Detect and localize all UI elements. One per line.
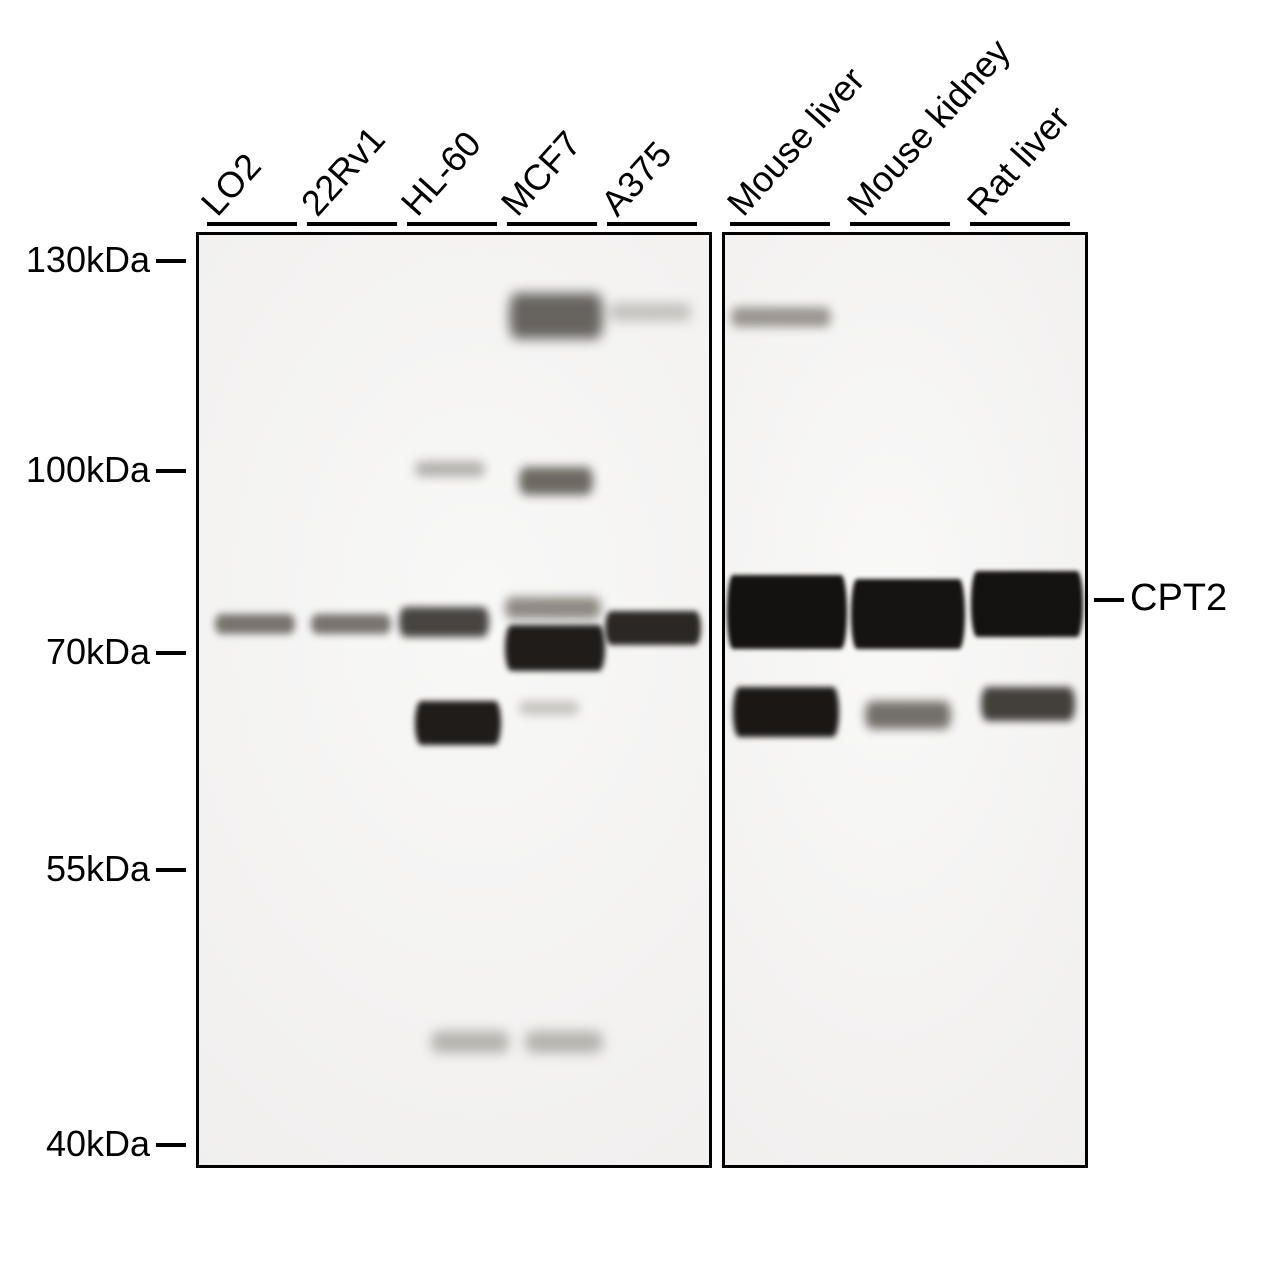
lane-label: A375 (593, 133, 680, 224)
lane-underline (850, 222, 950, 226)
lane-underline (607, 222, 697, 226)
panel-right (722, 232, 1088, 1168)
lane-label: MCF7 (493, 123, 590, 224)
blot-band (399, 607, 489, 637)
blot-band (981, 687, 1075, 721)
western-blot-figure: 130kDa 100kDa 70kDa 55kDa 40kDa LO2 22Rv1HL-60… (0, 0, 1262, 1280)
blot-band (505, 597, 601, 619)
lane-underline (407, 222, 497, 226)
blot-band (415, 461, 485, 477)
lane-underline (207, 222, 297, 226)
blot-band (865, 701, 951, 729)
lane-underline (970, 222, 1070, 226)
mw-marker-label: 130kDa (26, 239, 150, 281)
lane-label: Rat liver (959, 98, 1079, 224)
mw-marker-tick (156, 1143, 186, 1147)
blot-band (311, 614, 391, 634)
mw-marker-tick (156, 651, 186, 655)
lane-underline (730, 222, 830, 226)
blot-band (605, 611, 701, 645)
target-band-label: CPT2 (1130, 577, 1227, 620)
mw-marker-tick (156, 259, 186, 263)
mw-marker-tick (156, 469, 186, 473)
blot-band (733, 687, 839, 737)
blot-band (509, 293, 603, 339)
lane-label: HL-60 (393, 123, 490, 224)
lane-label: LO2 (193, 145, 270, 224)
blot-band (215, 614, 295, 634)
mw-marker-label: 55kDa (46, 848, 150, 890)
lane-underline (307, 222, 397, 226)
mw-marker-label: 40kDa (46, 1123, 150, 1165)
blot-band (971, 571, 1083, 637)
panel-left (196, 232, 712, 1168)
blot-band (525, 1031, 603, 1053)
blot-band (727, 575, 847, 649)
blot-band (609, 303, 691, 321)
blot-band (505, 625, 605, 671)
blot-band (415, 701, 501, 745)
blot-band (731, 307, 831, 327)
blot-band (519, 701, 579, 715)
mw-marker-label: 100kDa (26, 449, 150, 491)
mw-marker-tick (156, 868, 186, 872)
blot-band (519, 467, 593, 495)
target-band-tick (1094, 598, 1124, 602)
blot-band (431, 1031, 509, 1053)
lane-label: 22Rv1 (293, 119, 394, 224)
blot-band (851, 579, 965, 649)
lane-underline (507, 222, 597, 226)
mw-marker-label: 70kDa (46, 631, 150, 673)
